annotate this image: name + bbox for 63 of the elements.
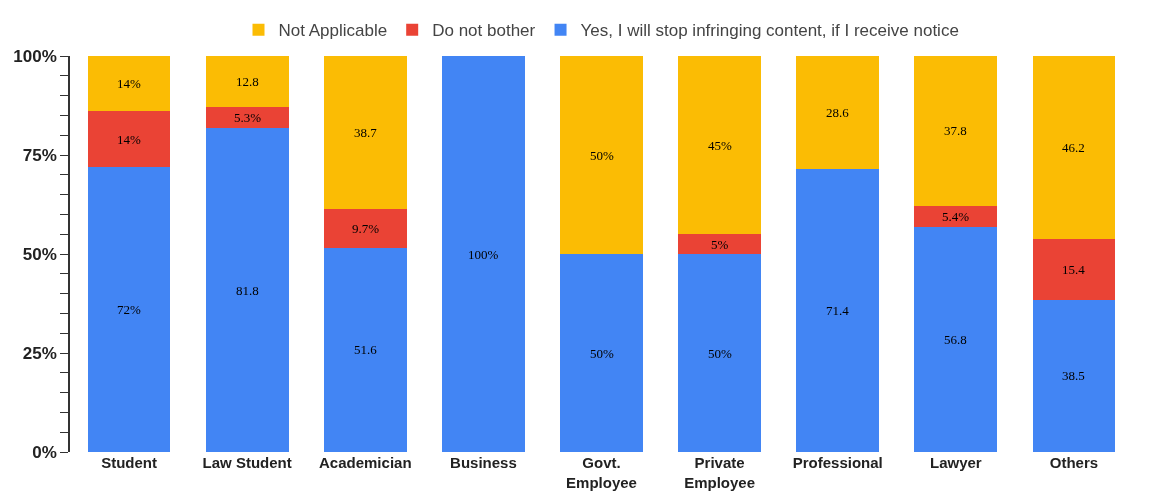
data-label: 5.4%: [942, 209, 970, 224]
y-tick-label: 75%: [22, 145, 57, 165]
bar: [678, 254, 761, 452]
bar: [914, 205, 998, 228]
data-label: 15.4: [1062, 262, 1086, 277]
bar: [914, 56, 998, 206]
bar: [1032, 56, 1116, 239]
bar: [323, 209, 407, 248]
bar: [205, 107, 289, 129]
bar: [678, 234, 761, 254]
legend-label: Yes, I will stop infringing content, if I receive notice: [580, 21, 959, 41]
data-label: 50%: [590, 148, 614, 163]
x-tick-label: Law Student: [202, 454, 292, 471]
y-tick-label: 50%: [22, 244, 57, 264]
x-tick-label: Student: [101, 454, 157, 471]
bar: [678, 56, 761, 235]
bar: [560, 56, 643, 254]
x-tick-label: Govt. Employee: [566, 454, 637, 491]
data-label: 9.7%: [352, 221, 380, 236]
data-label: 5%: [711, 237, 729, 252]
bar: [796, 169, 880, 452]
data-label: 12.8: [236, 74, 259, 89]
data-label: 28.6: [826, 105, 850, 120]
data-label: 72%: [117, 302, 141, 317]
data-label: 51.6: [354, 342, 378, 357]
bar: [1032, 238, 1116, 300]
data-label: 38.5: [1062, 368, 1085, 383]
data-label: 37.8: [944, 123, 967, 138]
x-tick-label: Professional: [792, 454, 883, 471]
data-label: 14%: [117, 132, 141, 147]
bar: [442, 56, 525, 452]
data-label: 50%: [708, 346, 732, 361]
x-tick-label: Others: [1049, 454, 1099, 471]
bar: [323, 56, 407, 210]
y-tick-label: 100%: [13, 46, 57, 66]
data-label: 100%: [468, 247, 499, 262]
data-label: 14%: [117, 76, 141, 91]
x-tick-label: Academician: [319, 454, 412, 471]
data-label: 5.3%: [234, 110, 262, 125]
legend-label: Do not bother: [432, 21, 536, 41]
data-label: 81.8: [236, 283, 259, 298]
data-label: 71.4: [826, 303, 850, 318]
bar: [560, 254, 643, 452]
bar: [87, 111, 171, 167]
y-tick-label: 0%: [32, 442, 57, 462]
bar: [87, 56, 171, 112]
bar: [914, 227, 998, 452]
y-tick-label: 25%: [22, 343, 57, 363]
x-tick-label: Business: [450, 454, 517, 471]
data-label: 45%: [708, 138, 732, 153]
data-label: 38.7: [354, 125, 378, 140]
x-tick-label: Lawyer: [929, 454, 982, 471]
data-label: 50%: [590, 346, 614, 361]
bar: [87, 166, 171, 452]
bar: [1032, 299, 1116, 452]
legend-label: Not Applicable: [278, 21, 388, 41]
bar: [796, 56, 880, 170]
bar: [205, 56, 289, 108]
bar: [323, 247, 407, 452]
bar: [205, 128, 289, 452]
data-label: 46.2: [1062, 140, 1085, 155]
data-label: 56.8: [944, 332, 967, 347]
x-tick-label: Private Employee: [684, 454, 756, 491]
